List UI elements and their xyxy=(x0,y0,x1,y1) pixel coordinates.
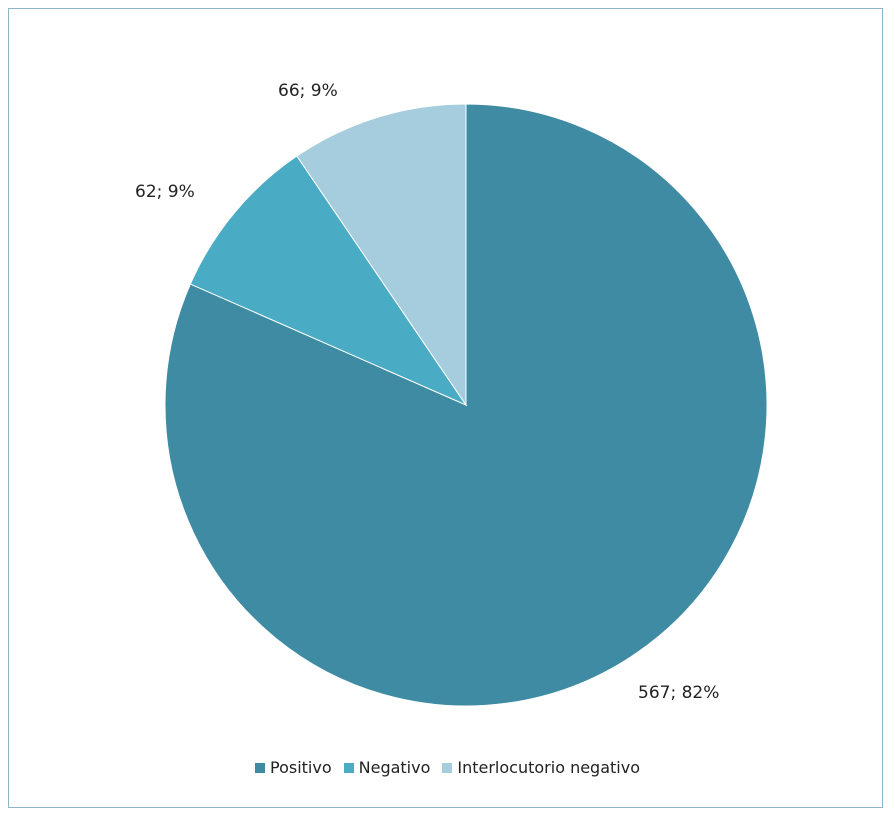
legend-label-positivo: Positivo xyxy=(270,758,332,777)
data-label-positivo: 567; 82% xyxy=(638,683,719,703)
legend-item-interlocutorio-negativo: Interlocutorio negativo xyxy=(442,758,640,777)
legend-item-negativo: Negativo xyxy=(343,758,431,777)
pie-slice-negativo xyxy=(189,155,468,407)
pie-slice-interlocutorio-negativo xyxy=(296,103,467,407)
data-label-negativo: 62; 9% xyxy=(135,182,195,202)
legend-label-interlocutorio-negativo: Interlocutorio negativo xyxy=(457,758,640,777)
legend: Positivo Negativo Interlocutorio negativ… xyxy=(0,758,895,777)
legend-label-negativo: Negativo xyxy=(358,758,431,777)
legend-item-positivo: Positivo xyxy=(255,758,332,777)
legend-swatch-interlocutorio-negativo xyxy=(442,762,453,773)
legend-swatch-positivo xyxy=(255,762,265,773)
pie-slices xyxy=(164,103,768,707)
data-label-interlocutorio-negativo: 66; 9% xyxy=(278,81,338,101)
legend-swatch-negativo xyxy=(343,762,354,773)
